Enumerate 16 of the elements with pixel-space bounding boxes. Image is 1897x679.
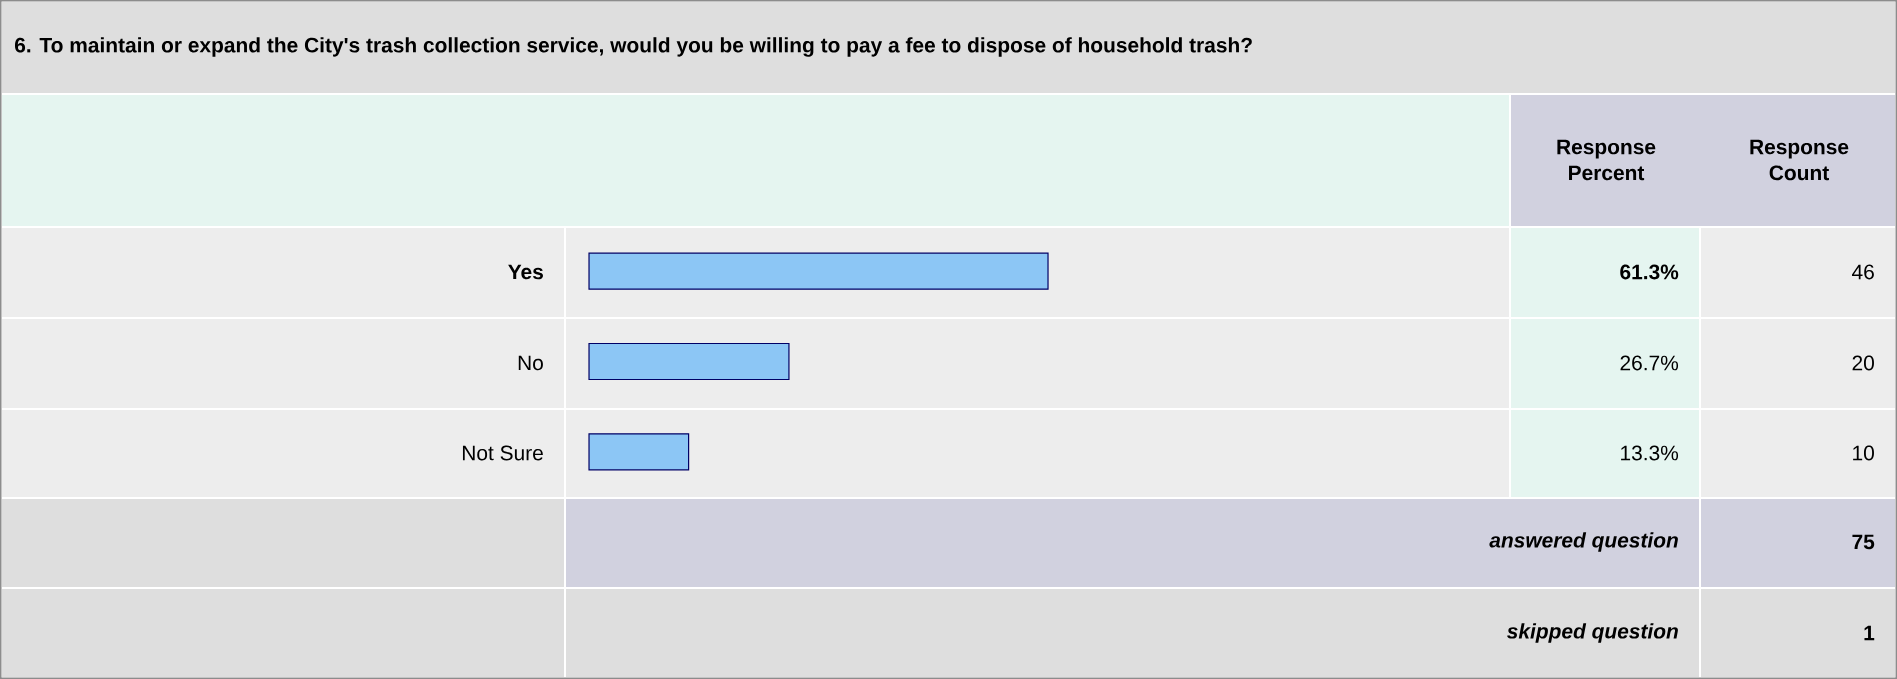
data-label: 61.3% xyxy=(1620,264,1679,280)
y-tick-label: Not Sure xyxy=(462,445,543,461)
text: 75 xyxy=(1852,534,1875,550)
chart-title: 6. To maintain or expand the City's trash collection service, would you be willing to pay a fee to dispose of household trash? xyxy=(14,37,1252,57)
text: skipped question xyxy=(1507,623,1678,643)
text: 20 xyxy=(1852,355,1874,371)
y-tick-label: Yes xyxy=(508,264,543,280)
data-label: 13.3% xyxy=(1621,445,1679,461)
text: Response Percent xyxy=(1557,139,1656,181)
text: 46 xyxy=(1852,264,1874,280)
text: answered question xyxy=(1489,532,1678,552)
data-label: 26.7% xyxy=(1620,355,1679,371)
text: 10 xyxy=(1853,445,1874,461)
text: Response Count xyxy=(1750,139,1849,181)
text: 1 xyxy=(1864,625,1875,641)
y-tick-label: No xyxy=(518,355,543,371)
